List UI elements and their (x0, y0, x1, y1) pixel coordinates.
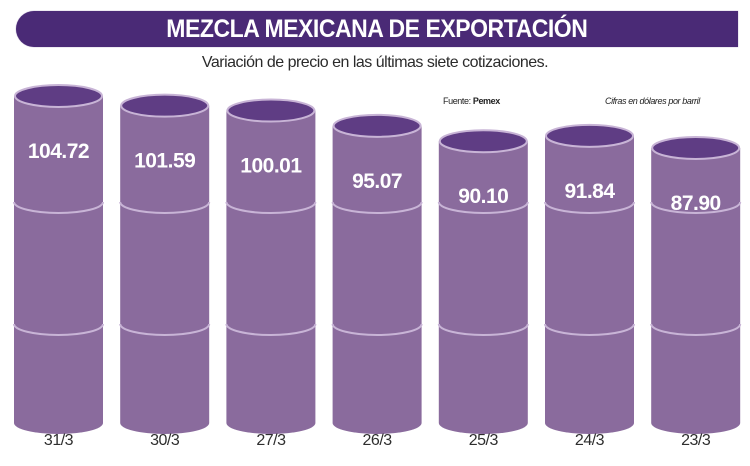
date-label: 25/3 (469, 432, 499, 449)
source-label: Fuente: (443, 96, 471, 106)
cylinder-top (438, 129, 528, 154)
source-value: Pemex (472, 96, 500, 106)
cylinder-top (332, 113, 422, 138)
cylinder-bar: 101.59 30/3 (119, 93, 211, 449)
cylinder-bar: 95.07 26/3 (331, 113, 423, 449)
units-note: Cifras en dólares por barril (605, 96, 700, 106)
date-label: 26/3 (363, 432, 393, 449)
date-label: 24/3 (575, 432, 605, 449)
band-line (544, 201, 635, 214)
value-label: 87.90 (671, 192, 721, 215)
date-label: 27/3 (256, 432, 286, 449)
band-line (437, 323, 529, 336)
band-line (331, 201, 423, 214)
cylinder-bar: 87.90 23/3 (650, 136, 742, 449)
cylinder-bar: 104.72 31/3 (13, 84, 104, 449)
value-label: 100.01 (240, 155, 302, 178)
value-label: 104.72 (28, 140, 89, 163)
chart-title: MEZCLA MEXICANA DE EXPORTACIÓN (166, 14, 588, 43)
cylinder-top (545, 123, 634, 148)
band-line (331, 323, 423, 336)
header-banner: MEZCLA MEXICANA DE EXPORTACIÓN (16, 11, 738, 47)
date-label: 23/3 (681, 432, 711, 449)
band-line (13, 323, 104, 336)
cylinder-top (120, 93, 210, 118)
chart-subtitle: Variación de precio en las últimas siete… (201, 54, 549, 71)
value-label: 91.84 (564, 180, 615, 203)
value-label: 90.10 (458, 185, 508, 208)
band-line (650, 323, 742, 336)
date-label: 30/3 (150, 432, 180, 449)
cylinder-bar: 100.01 27/3 (225, 98, 317, 449)
date-label: 31/3 (44, 432, 74, 449)
band-line (544, 323, 635, 336)
source-note: Fuente: Pemex (443, 96, 500, 106)
value-label: 101.59 (134, 150, 195, 173)
cylinder-top (14, 84, 103, 108)
band-line (119, 323, 211, 336)
cylinder-top (226, 98, 316, 123)
cylinder-bar: 91.84 24/3 (544, 123, 635, 449)
band-line (650, 201, 742, 214)
band-line (13, 201, 104, 214)
cylinder-top (651, 136, 741, 160)
band-line (437, 201, 529, 214)
band-line (119, 201, 211, 214)
band-line (225, 323, 317, 336)
cylinder-bar: 90.10 25/3 (437, 129, 529, 449)
band-line (225, 201, 317, 214)
value-label: 95.07 (352, 170, 402, 193)
